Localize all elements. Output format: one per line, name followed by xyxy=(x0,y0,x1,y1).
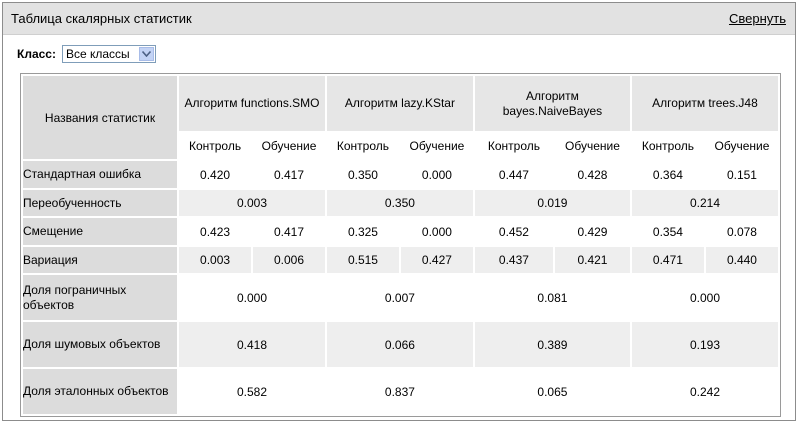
row-name: Доля шумовых объектов xyxy=(23,322,178,367)
collapse-link[interactable]: Свернуть xyxy=(728,11,786,26)
sub-header-training: Обучение xyxy=(705,133,778,159)
value-cell: 0.078 xyxy=(705,218,778,245)
value-cell: 0.429 xyxy=(554,218,630,245)
value-cell: 0.003 xyxy=(179,190,325,216)
algo-header-smo: Алгоритм functions.SMO xyxy=(179,76,325,131)
value-cell: 0.151 xyxy=(705,161,778,188)
value-cell: 0.364 xyxy=(631,161,704,188)
class-label: Класс: xyxy=(17,47,56,61)
row-name: Смещение xyxy=(23,218,178,245)
value-cell: 0.428 xyxy=(554,161,630,188)
value-cell: 0.007 xyxy=(326,275,473,320)
table-row: Доля шумовых объектов 0.418 0.066 0.389 … xyxy=(23,322,778,367)
class-filter: Класс: Все классы xyxy=(17,45,156,63)
table-row: Переобученность 0.003 0.350 0.019 0.214 xyxy=(23,190,778,216)
value-cell: 0.003 xyxy=(179,247,252,273)
value-cell: 0.452 xyxy=(474,218,553,245)
row-name: Переобученность xyxy=(23,190,178,216)
value-cell: 0.193 xyxy=(631,322,778,367)
row-name: Стандартная ошибка xyxy=(23,161,178,188)
value-cell: 0.000 xyxy=(179,275,325,320)
class-select[interactable]: Все классы xyxy=(61,45,156,63)
row-name: Доля пограничных объектов xyxy=(23,275,178,320)
row-name: Доля эталонных объектов xyxy=(23,369,178,414)
class-select-value: Все классы xyxy=(65,47,130,61)
sub-header-training: Обучение xyxy=(554,133,630,159)
stats-table: Названия статистик Алгоритм functions.SM… xyxy=(20,73,781,417)
value-cell: 0.019 xyxy=(474,190,630,216)
row-name: Вариация xyxy=(23,247,178,273)
panel-title: Таблица скалярных статистик xyxy=(11,11,192,26)
value-cell: 0.837 xyxy=(326,369,473,414)
value-cell: 0.437 xyxy=(474,247,553,273)
table-row: Смещение 0.423 0.417 0.325 0.000 0.452 0… xyxy=(23,218,778,245)
table-row: Стандартная ошибка 0.420 0.417 0.350 0.0… xyxy=(23,161,778,188)
chevron-down-icon[interactable] xyxy=(138,47,154,61)
value-cell: 0.471 xyxy=(631,247,704,273)
value-cell: 0.214 xyxy=(631,190,778,216)
value-cell: 0.420 xyxy=(179,161,252,188)
value-cell: 0.423 xyxy=(179,218,252,245)
value-cell: 0.427 xyxy=(400,247,473,273)
value-cell: 0.350 xyxy=(326,161,399,188)
value-cell: 0.447 xyxy=(474,161,553,188)
value-cell: 0.354 xyxy=(631,218,704,245)
value-cell: 0.325 xyxy=(326,218,399,245)
value-cell: 0.417 xyxy=(253,161,325,188)
table-row: Вариация 0.003 0.006 0.515 0.427 0.437 0… xyxy=(23,247,778,273)
value-cell: 0.417 xyxy=(253,218,325,245)
value-cell: 0.000 xyxy=(400,218,473,245)
names-header: Названия статистик xyxy=(23,76,178,159)
sub-header-control: Контроль xyxy=(474,133,553,159)
value-cell: 0.440 xyxy=(705,247,778,273)
algo-header-naivebayes: Алгоритм bayes.NaiveBayes xyxy=(474,76,630,131)
value-cell: 0.421 xyxy=(554,247,630,273)
value-cell: 0.000 xyxy=(631,275,778,320)
value-cell: 0.081 xyxy=(474,275,630,320)
value-cell: 0.350 xyxy=(326,190,473,216)
algo-header-kstar: Алгоритм lazy.KStar xyxy=(326,76,473,131)
value-cell: 0.515 xyxy=(326,247,399,273)
sub-header-control: Контроль xyxy=(326,133,399,159)
value-cell: 0.065 xyxy=(474,369,630,414)
value-cell: 0.006 xyxy=(253,247,325,273)
value-cell: 0.066 xyxy=(326,322,473,367)
value-cell: 0.418 xyxy=(179,322,325,367)
algo-header-j48: Алгоритм trees.J48 xyxy=(631,76,778,131)
table-row: Доля пограничных объектов 0.000 0.007 0.… xyxy=(23,275,778,320)
sub-header-control: Контроль xyxy=(179,133,252,159)
value-cell: 0.000 xyxy=(400,161,473,188)
panel-titlebar: Таблица скалярных статистик Свернуть xyxy=(3,3,795,35)
table-row: Доля эталонных объектов 0.582 0.837 0.06… xyxy=(23,369,778,414)
value-cell: 0.582 xyxy=(179,369,325,414)
value-cell: 0.389 xyxy=(474,322,630,367)
sub-header-control: Контроль xyxy=(631,133,704,159)
value-cell: 0.242 xyxy=(631,369,778,414)
sub-header-training: Обучение xyxy=(253,133,325,159)
sub-header-training: Обучение xyxy=(400,133,473,159)
